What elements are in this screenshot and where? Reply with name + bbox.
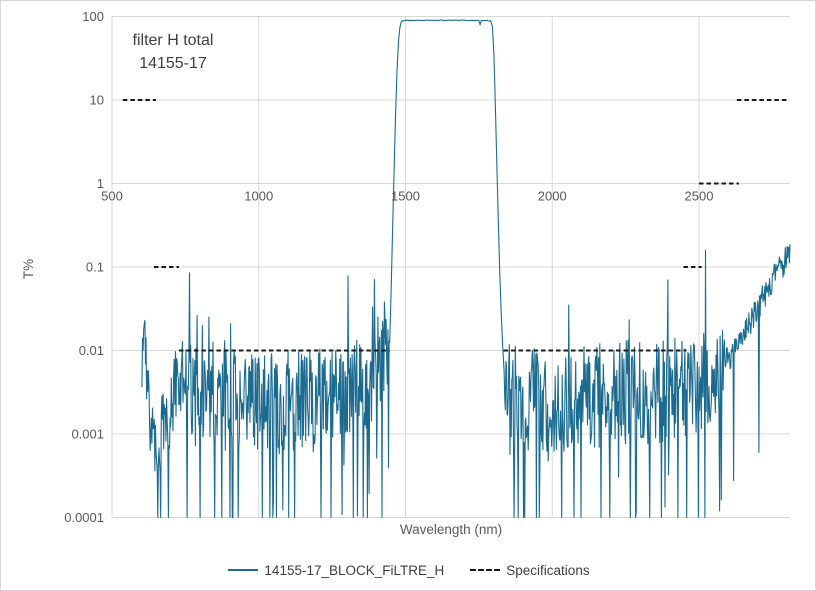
x-tick-label: 1500 [391,189,420,204]
series-line [141,19,791,519]
x-tick-label: 500 [101,189,123,204]
dashed-line-swatch-icon [470,569,501,571]
solid-line-swatch-icon [228,569,259,571]
y-tick-label: 0.1 [86,260,104,275]
y-axis-title: T% [21,258,36,280]
y-tick-label: 10 [90,93,104,108]
y-tick-label: 0.01 [79,343,104,358]
chart-title-line2: 14155-17 [139,55,207,72]
y-tick-label: 0.0001 [64,510,104,525]
legend-item-series: 14155-17_BLOCK_FiLTRE_H [228,563,444,578]
y-tick-label: 1 [97,176,104,191]
y-tick-label: 0.001 [71,427,104,442]
legend: 14155-17_BLOCK_FiLTRE_H Specifications [1,559,815,581]
legend-item-specifications: Specifications [470,562,590,578]
chart-title: filter H total 14155-17 [117,29,229,75]
x-tick-label: 1000 [244,189,273,204]
legend-label-series: 14155-17_BLOCK_FiLTRE_H [264,562,445,578]
x-axis-title: Wavelength (nm) [399,522,503,537]
y-tick-label: 100 [82,9,104,24]
x-tick-label: 2500 [685,189,714,204]
x-tick-label: 2000 [538,189,567,204]
chart-title-line1: filter H total [132,32,214,49]
legend-label-specifications: Specifications [506,562,590,578]
